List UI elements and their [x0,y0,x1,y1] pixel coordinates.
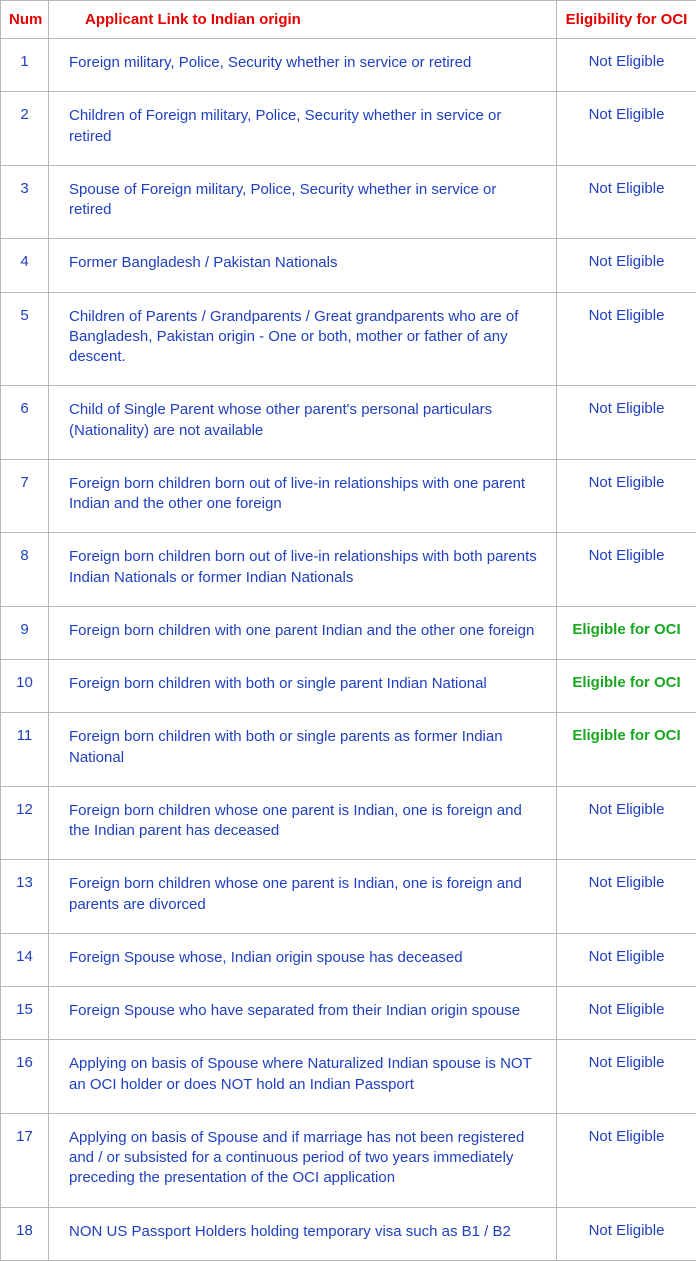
table-row: 11Foreign born children with both or sin… [1,713,696,787]
cell-desc: Children of Foreign military, Police, Se… [49,92,557,166]
cell-num: 15 [1,987,49,1040]
cell-desc: Child of Single Parent whose other paren… [49,386,557,460]
cell-num: 13 [1,860,49,934]
cell-num: 3 [1,165,49,239]
cell-num: 10 [1,660,49,713]
cell-num: 2 [1,92,49,166]
cell-num: 16 [1,1040,49,1114]
cell-desc: Foreign born children born out of live-i… [49,533,557,607]
cell-num: 18 [1,1207,49,1260]
cell-not-eligible: Not Eligible [557,39,696,92]
table-row: 17Applying on basis of Spouse and if mar… [1,1113,696,1207]
cell-not-eligible: Not Eligible [557,92,696,166]
table-row: 7Foreign born children born out of live-… [1,459,696,533]
cell-not-eligible: Not Eligible [557,1113,696,1207]
cell-num: 4 [1,239,49,292]
table-row: 14 Foreign Spouse whose, Indian origin s… [1,933,696,986]
table-row: 15Foreign Spouse who have separated from… [1,987,696,1040]
cell-desc: Foreign born children with one parent In… [49,606,557,659]
cell-desc: NON US Passport Holders holding temporar… [49,1207,557,1260]
header-desc: Applicant Link to Indian origin [49,1,557,39]
cell-desc: Foreign military, Police, Security wheth… [49,39,557,92]
cell-num: 1 [1,39,49,92]
table-row: 1Foreign military, Police, Security whet… [1,39,696,92]
cell-num: 6 [1,386,49,460]
cell-num: 17 [1,1113,49,1207]
table-row: 13Foreign born children whose one parent… [1,860,696,934]
cell-num: 5 [1,292,49,386]
eligibility-table: Num Applicant Link to Indian origin Elig… [0,0,696,1261]
cell-eligible: Eligible for OCI [557,606,696,659]
cell-not-eligible: Not Eligible [557,860,696,934]
cell-not-eligible: Not Eligible [557,239,696,292]
cell-not-eligible: Not Eligible [557,165,696,239]
cell-not-eligible: Not Eligible [557,459,696,533]
cell-not-eligible: Not Eligible [557,292,696,386]
table-row: 3Spouse of Foreign military, Police, Sec… [1,165,696,239]
cell-desc: Foreign Spouse whose, Indian origin spou… [49,933,557,986]
cell-not-eligible: Not Eligible [557,1040,696,1114]
table-row: 16Applying on basis of Spouse where Natu… [1,1040,696,1114]
cell-desc: Children of Parents / Grandparents / Gre… [49,292,557,386]
cell-not-eligible: Not Eligible [557,933,696,986]
header-elig: Eligibility for OCI [557,1,696,39]
cell-desc: Applying on basis of Spouse where Natura… [49,1040,557,1114]
table-row: 18NON US Passport Holders holding tempor… [1,1207,696,1260]
table-row: 8Foreign born children born out of live-… [1,533,696,607]
table-row: 12Foreign born children whose one parent… [1,786,696,860]
cell-desc: Applying on basis of Spouse and if marri… [49,1113,557,1207]
cell-num: 11 [1,713,49,787]
cell-desc: Foreign born children born out of live-i… [49,459,557,533]
cell-eligible: Eligible for OCI [557,713,696,787]
cell-not-eligible: Not Eligible [557,386,696,460]
table-row: 6Child of Single Parent whose other pare… [1,386,696,460]
table-body: 1Foreign military, Police, Security whet… [1,39,696,1261]
table-row: 4Former Bangladesh / Pakistan NationalsN… [1,239,696,292]
cell-not-eligible: Not Eligible [557,533,696,607]
cell-desc: Foreign born children whose one parent i… [49,860,557,934]
cell-desc: Foreign born children with both or singl… [49,713,557,787]
cell-num: 8 [1,533,49,607]
table-row: 9Foreign born children with one parent I… [1,606,696,659]
header-num: Num [1,1,49,39]
cell-desc: Former Bangladesh / Pakistan Nationals [49,239,557,292]
cell-num: 12 [1,786,49,860]
table-row: 5Children of Parents / Grandparents / Gr… [1,292,696,386]
cell-num: 7 [1,459,49,533]
table-row: 2Children of Foreign military, Police, S… [1,92,696,166]
cell-eligible: Eligible for OCI [557,660,696,713]
cell-num: 14 [1,933,49,986]
cell-desc: Foreign born children with both or singl… [49,660,557,713]
cell-not-eligible: Not Eligible [557,1207,696,1260]
cell-not-eligible: Not Eligible [557,987,696,1040]
table-header-row: Num Applicant Link to Indian origin Elig… [1,1,696,39]
cell-desc: Spouse of Foreign military, Police, Secu… [49,165,557,239]
cell-not-eligible: Not Eligible [557,786,696,860]
cell-desc: Foreign Spouse who have separated from t… [49,987,557,1040]
cell-desc: Foreign born children whose one parent i… [49,786,557,860]
table-row: 10Foreign born children with both or sin… [1,660,696,713]
cell-num: 9 [1,606,49,659]
